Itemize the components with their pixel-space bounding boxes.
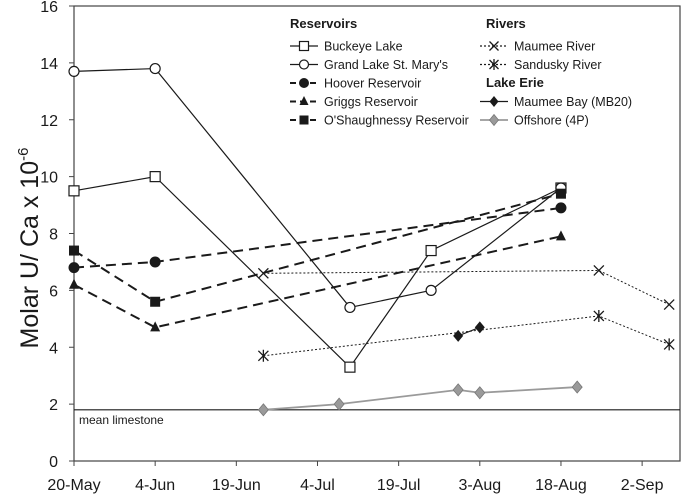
data-point	[69, 278, 79, 289]
y-tick-label: 12	[40, 113, 58, 130]
y-tick-label: 10	[40, 170, 58, 187]
series-line	[263, 315, 670, 357]
data-point	[474, 386, 486, 400]
y-tick-label: 6	[49, 283, 58, 300]
data-point	[69, 245, 79, 256]
y-axis-title-exponent: -6	[15, 148, 32, 161]
x-tick-label: 4-Jun	[135, 477, 175, 494]
axes: 0 2 4 6 8 10 12 14 16 20-May 4-Jun 19-Jun 4-Jul 19-Ju…	[40, 0, 681, 494]
data-point	[425, 244, 437, 257]
y-axis-title-text: Molar U/ Ca x 10	[16, 161, 44, 349]
data-point	[555, 230, 566, 241]
y-tick-label: 8	[49, 227, 58, 244]
plot-frame	[73, 5, 681, 462]
legend-label: Buckeye Lake	[324, 40, 403, 54]
x-tick-label: 19-Jun	[212, 477, 261, 494]
legend-label: O'Shaughnessy Reservoir	[324, 114, 469, 128]
legend-group-title: Reservoirs	[290, 16, 357, 31]
data-point	[425, 284, 437, 296]
legend-entry: Sandusky River	[480, 58, 602, 72]
series-layer	[68, 62, 675, 417]
legend-entry: Grand Lake St. Mary's	[290, 58, 448, 72]
legend-label: Offshore (4P)	[514, 114, 589, 128]
data-point	[344, 361, 356, 373]
legend-entry: Offshore (4P)	[480, 114, 589, 128]
series-griggs-reservoir	[69, 230, 566, 332]
reference-line-label: mean limestone	[79, 413, 164, 427]
series-line	[73, 192, 562, 303]
data-point	[257, 349, 269, 362]
series-sandusky-river	[257, 309, 675, 362]
data-point	[333, 397, 345, 411]
data-point	[149, 171, 161, 183]
data-point	[344, 301, 356, 314]
data-point	[298, 40, 310, 52]
x-tick-label: 19-Jul	[377, 477, 421, 494]
data-point	[149, 256, 161, 268]
series-buckeye-lake	[68, 171, 567, 373]
y-tick-label: 16	[40, 0, 58, 16]
series-o-shaughnessy-reservoir	[69, 188, 566, 307]
data-point	[298, 59, 310, 70]
legend-label: Griggs Reservoir	[324, 95, 418, 109]
data-point	[593, 309, 605, 322]
series-maumee-bay-mb20	[453, 321, 485, 342]
legend-entry: Maumee River	[480, 40, 595, 54]
legend-label: Grand Lake St. Mary's	[324, 58, 448, 72]
data-point	[299, 115, 309, 125]
data-point	[663, 299, 675, 311]
x-tick-label: 4-Jul	[300, 477, 335, 494]
x-tick-label: 20-May	[47, 477, 100, 494]
x-tick-label: 2-Sep	[621, 477, 664, 494]
data-point	[149, 62, 161, 75]
data-point	[150, 296, 161, 307]
legend-label: Maumee River	[514, 40, 595, 54]
data-point	[150, 321, 161, 332]
y-tick-label: 2	[49, 397, 58, 414]
data-point	[489, 41, 499, 51]
series-hoover-reservoir	[68, 202, 567, 274]
x-tick-label: 3-Aug	[458, 477, 501, 494]
data-point	[474, 321, 485, 334]
y-axis-title: Molar U/ Ca x 10-6	[15, 148, 44, 349]
legend-entry: O'Shaughnessy Reservoir	[290, 114, 469, 128]
data-point	[452, 383, 464, 397]
data-point	[68, 185, 80, 197]
y-tick-label: 4	[49, 340, 58, 357]
data-point	[489, 59, 499, 70]
data-point	[663, 338, 675, 351]
series-line	[73, 235, 562, 329]
series-line	[263, 386, 578, 411]
legend-group-title: Rivers	[486, 16, 526, 31]
legend-entry: Maumee Bay (MB20)	[480, 95, 632, 109]
data-point	[555, 188, 566, 199]
series-maumee-river	[257, 265, 675, 311]
legend-entry: Buckeye Lake	[290, 40, 403, 54]
legend-label: Sandusky River	[514, 58, 602, 72]
y-tick-label: 14	[40, 56, 58, 73]
legend-entry: Griggs Reservoir	[290, 95, 418, 109]
legend: Reservoirs Buckeye Lake Grand Lake St. Mar…	[290, 16, 632, 128]
data-point	[68, 65, 80, 78]
data-point	[68, 262, 80, 274]
data-point	[488, 113, 500, 127]
data-point	[555, 202, 567, 214]
data-point	[299, 78, 309, 88]
x-tick-label: 18-Aug	[535, 477, 587, 494]
legend-entry: Hoover Reservoir	[290, 77, 421, 91]
legend-label: Maumee Bay (MB20)	[514, 95, 632, 109]
data-point	[571, 380, 583, 394]
data-point	[453, 329, 464, 342]
data-point	[489, 96, 499, 107]
data-point	[593, 265, 605, 276]
legend-group-title: Lake Erie	[486, 75, 544, 90]
y-tick-label: 0	[49, 454, 58, 471]
series-offshore-4p	[257, 380, 583, 417]
data-point	[299, 96, 309, 105]
data-point	[257, 267, 269, 279]
data-point	[257, 403, 269, 417]
legend-label: Hoover Reservoir	[324, 77, 421, 91]
